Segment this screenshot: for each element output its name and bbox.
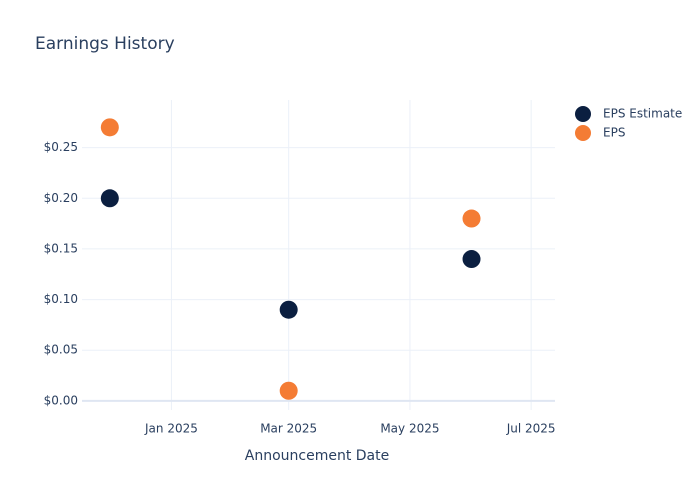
y-tick-label: $0.10 — [44, 292, 78, 306]
chart-title: Earnings History — [35, 34, 175, 54]
y-tick-label: $0.25 — [44, 140, 78, 154]
y-tick-label: $0.15 — [44, 241, 78, 255]
point — [279, 381, 298, 400]
point — [100, 189, 119, 208]
x-tick-label: Jan 2025 — [144, 422, 198, 436]
x-tick-label: May 2025 — [380, 422, 439, 436]
legend-label: EPS — [603, 126, 625, 140]
x-axis-title: Announcement Date — [245, 448, 389, 464]
legend-label: EPS Estimate — [603, 107, 682, 121]
x-tick-label: Mar 2025 — [260, 422, 317, 436]
y-tick-label: $0.05 — [44, 343, 78, 357]
y-tick-label: $0.20 — [44, 191, 78, 205]
y-tick-label: $0.00 — [44, 393, 78, 407]
x-tick-label: Jul 2025 — [506, 422, 556, 436]
point — [462, 209, 481, 228]
point — [100, 118, 119, 137]
point — [462, 250, 481, 269]
point — [279, 300, 298, 319]
legend-marker — [575, 106, 591, 122]
legend-marker — [575, 125, 591, 141]
